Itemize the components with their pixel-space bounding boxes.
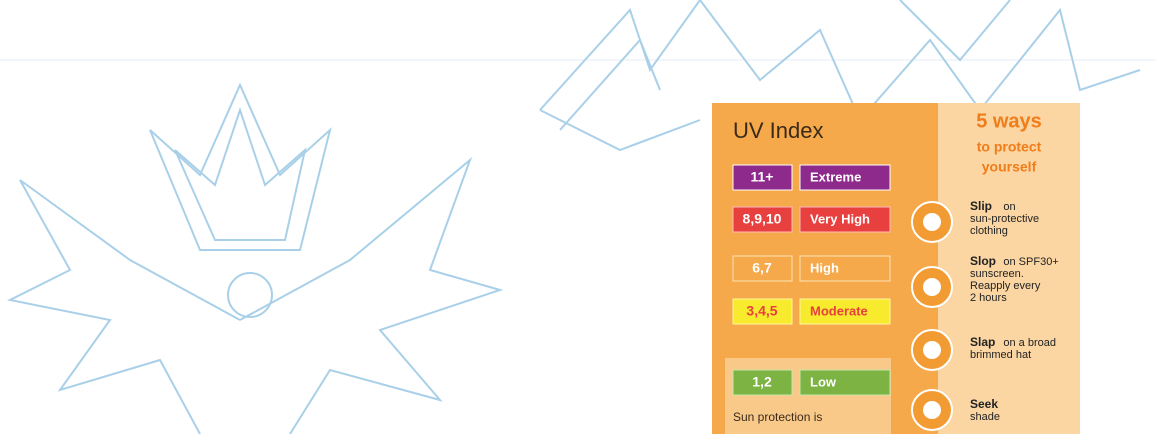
ways-heading: 5 ways [976,110,1042,132]
tip-text: sun-protective [970,213,1039,225]
tip-icon-glyph [923,401,941,419]
low-note: Sun protection is [733,410,822,424]
tip-text: clothing [970,225,1008,237]
tip-keyword: Slap [970,335,995,349]
tip-text: brimmed hat [970,349,1031,361]
tip-keyword: Slip [970,199,992,213]
ways-subheading: yourself [982,159,1037,175]
tip-icon-glyph [923,341,941,359]
tip-text: shade [970,411,1000,423]
range-text: 6,7 [752,260,772,276]
tip-keyword: Slop [970,254,996,268]
tip-text: on [1003,201,1015,213]
level-label: High [810,260,839,275]
ways-subheading: to protect [977,139,1042,155]
range-text: 3,4,5 [746,303,777,319]
page: UV Index Sun protection is 5 ways to pro… [0,0,1156,434]
range-text: 11+ [751,169,774,185]
tip-text: sunscreen. [970,268,1024,280]
tip-text: 2 hours [970,292,1007,304]
tip-text: on SPF30+ [1003,256,1058,268]
range-text: 8,9,10 [743,211,782,227]
level-label: Extreme [810,169,861,184]
tip-text: Reapply every [970,280,1041,292]
tip-text: on a broad [1003,337,1056,349]
uv-title: UV Index [733,118,824,143]
tip-icon-glyph [923,213,941,231]
level-label: Very High [810,211,870,226]
level-label: Low [810,374,837,389]
tip-keyword: Seek [970,397,998,411]
range-text: 1,2 [752,374,772,390]
level-label: Moderate [810,303,868,318]
tip-icon-glyph [923,278,941,296]
